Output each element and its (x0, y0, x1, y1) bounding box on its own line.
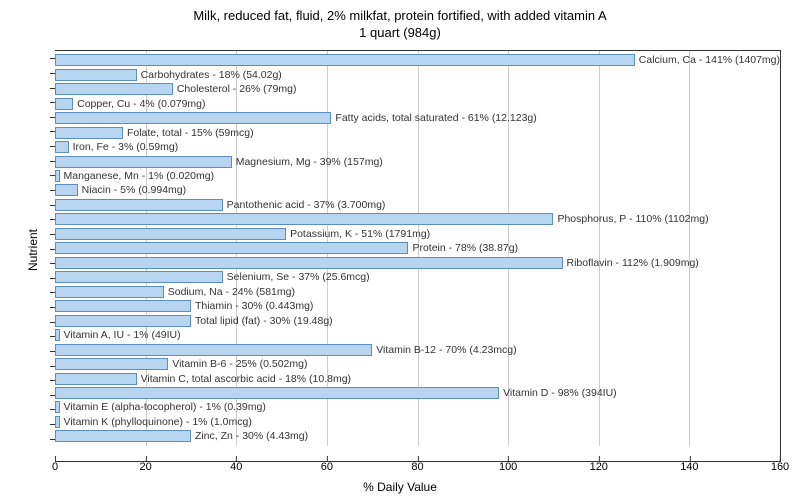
bar-label: Vitamin E (alpha-tocopherol) - 1% (0.39m… (64, 401, 266, 413)
bar-fill (55, 271, 223, 283)
bar-label: Vitamin B-12 - 70% (4.23mcg) (376, 344, 516, 356)
bar-label: Vitamin B-6 - 25% (0.502mg) (172, 358, 307, 370)
bar-fill (55, 387, 499, 399)
bar-fill (55, 213, 553, 225)
chart-title: Milk, reduced fat, fluid, 2% milkfat, pr… (0, 0, 800, 42)
bar-label: Manganese, Mn - 1% (0.020mg) (64, 170, 215, 182)
bar-row: Total lipid (fat) - 30% (19.48g) (55, 315, 780, 327)
bar-label: Folate, total - 15% (59mcg) (127, 127, 254, 139)
bar-row: Carbohydrates - 18% (54.02g) (55, 69, 780, 81)
bar-fill (55, 257, 563, 269)
plot-area: Calcium, Ca - 141% (1407mg) Carbohydrates… (55, 50, 781, 462)
bar-label: Magnesium, Mg - 39% (157mg) (236, 156, 383, 168)
bar-fill (55, 373, 137, 385)
bar-fill (55, 69, 137, 81)
bar-label: Vitamin C, total ascorbic acid - 18% (10… (141, 373, 351, 385)
bar-row: Folate, total - 15% (59mcg) (55, 127, 780, 139)
bar-label: Potassium, K - 51% (1791mg) (290, 228, 430, 240)
bar-label: Iron, Fe - 3% (0.59mg) (73, 141, 179, 153)
bar-row: Vitamin B-12 - 70% (4.23mcg) (55, 344, 780, 356)
bar-row: Potassium, K - 51% (1791mg) (55, 228, 780, 240)
bar-fill (55, 170, 60, 182)
bar-row: Riboflavin - 112% (1.909mg) (55, 257, 780, 269)
bar-fill (55, 199, 223, 211)
bar-row: Selenium, Se - 37% (25.6mcg) (55, 271, 780, 283)
x-tick: 120 (590, 461, 608, 473)
bar-fill (55, 329, 60, 341)
bar-row: Pantothenic acid - 37% (3.700mg) (55, 199, 780, 211)
bar-row: Protein - 78% (38.87g) (55, 242, 780, 254)
bar-fill (55, 127, 123, 139)
bar-label: Niacin - 5% (0.994mg) (82, 184, 186, 196)
bar-fill (55, 300, 191, 312)
x-tick: 0 (52, 461, 58, 473)
x-ticks: 020406080100120140160 (55, 461, 780, 476)
bar-row: Vitamin K (phylloquinone) - 1% (1.0mcg) (55, 416, 780, 428)
bar-fill (55, 228, 286, 240)
bar-label: Phosphorus, P - 110% (1102mg) (557, 213, 708, 225)
bar-fill (55, 83, 173, 95)
bar-row: Vitamin E (alpha-tocopherol) - 1% (0.39m… (55, 401, 780, 413)
x-tick: 100 (499, 461, 517, 473)
bar-fill (55, 112, 331, 124)
bar-fill (55, 242, 408, 254)
bar-fill (55, 98, 73, 110)
x-axis-label: % Daily Value (363, 480, 437, 494)
bar-row: Cholesterol - 26% (79mg) (55, 83, 780, 95)
bar-label: Cholesterol - 26% (79mg) (177, 83, 297, 95)
bar-fill (55, 344, 372, 356)
bar-label: Fatty acids, total saturated - 61% (12.1… (335, 112, 536, 124)
bar-fill (55, 54, 635, 66)
bar-row: Niacin - 5% (0.994mg) (55, 184, 780, 196)
bar-fill (55, 286, 164, 298)
y-axis-label: Nutrient (26, 229, 40, 271)
x-tick: 160 (771, 461, 789, 473)
bar-fill (55, 416, 60, 428)
bar-row: Sodium, Na - 24% (581mg) (55, 286, 780, 298)
bar-row: Fatty acids, total saturated - 61% (12.1… (55, 112, 780, 124)
bar-label: Selenium, Se - 37% (25.6mcg) (227, 271, 370, 283)
x-tick: 140 (680, 461, 698, 473)
bar-row: Manganese, Mn - 1% (0.020mg) (55, 170, 780, 182)
bar-row: Vitamin B-6 - 25% (0.502mg) (55, 358, 780, 370)
bar-label: Copper, Cu - 4% (0.079mg) (77, 98, 205, 110)
bar-row: Vitamin C, total ascorbic acid - 18% (10… (55, 373, 780, 385)
bar-label: Vitamin A, IU - 1% (49IU) (64, 329, 181, 341)
x-tick: 60 (321, 461, 333, 473)
bar-label: Carbohydrates - 18% (54.02g) (141, 69, 282, 81)
bar-row: Calcium, Ca - 141% (1407mg) (55, 54, 780, 66)
bar-fill (55, 401, 60, 413)
bar-row: Vitamin D - 98% (394IU) (55, 387, 780, 399)
bar-fill (55, 184, 78, 196)
bar-label: Zinc, Zn - 30% (4.43mg) (195, 430, 308, 442)
bars-container: Calcium, Ca - 141% (1407mg) Carbohydrates… (55, 51, 780, 446)
bar-label: Thiamin - 30% (0.443mg) (195, 300, 313, 312)
chart-title-line1: Milk, reduced fat, fluid, 2% milkfat, pr… (193, 8, 606, 23)
bar-row: Vitamin A, IU - 1% (49IU) (55, 329, 780, 341)
x-tick: 80 (411, 461, 423, 473)
bar-label: Calcium, Ca - 141% (1407mg) (639, 54, 780, 66)
nutrient-chart: Milk, reduced fat, fluid, 2% milkfat, pr… (0, 0, 800, 500)
bar-fill (55, 315, 191, 327)
bar-label: Total lipid (fat) - 30% (19.48g) (195, 315, 333, 327)
bar-fill (55, 358, 168, 370)
bar-row: Copper, Cu - 4% (0.079mg) (55, 98, 780, 110)
bar-label: Pantothenic acid - 37% (3.700mg) (227, 199, 386, 211)
bar-row: Magnesium, Mg - 39% (157mg) (55, 156, 780, 168)
bar-row: Thiamin - 30% (0.443mg) (55, 300, 780, 312)
bar-fill (55, 156, 232, 168)
bar-label: Vitamin K (phylloquinone) - 1% (1.0mcg) (64, 416, 252, 428)
bar-row: Phosphorus, P - 110% (1102mg) (55, 213, 780, 225)
bar-fill (55, 141, 69, 153)
bar-fill (55, 430, 191, 442)
bar-row: Iron, Fe - 3% (0.59mg) (55, 141, 780, 153)
bar-label: Riboflavin - 112% (1.909mg) (567, 257, 699, 269)
bar-label: Vitamin D - 98% (394IU) (503, 387, 617, 399)
chart-title-line2: 1 quart (984g) (359, 25, 441, 40)
bar-row: Zinc, Zn - 30% (4.43mg) (55, 430, 780, 442)
bar-label: Sodium, Na - 24% (581mg) (168, 286, 295, 298)
x-tick: 40 (230, 461, 242, 473)
x-tick: 20 (140, 461, 152, 473)
bar-label: Protein - 78% (38.87g) (412, 242, 518, 254)
